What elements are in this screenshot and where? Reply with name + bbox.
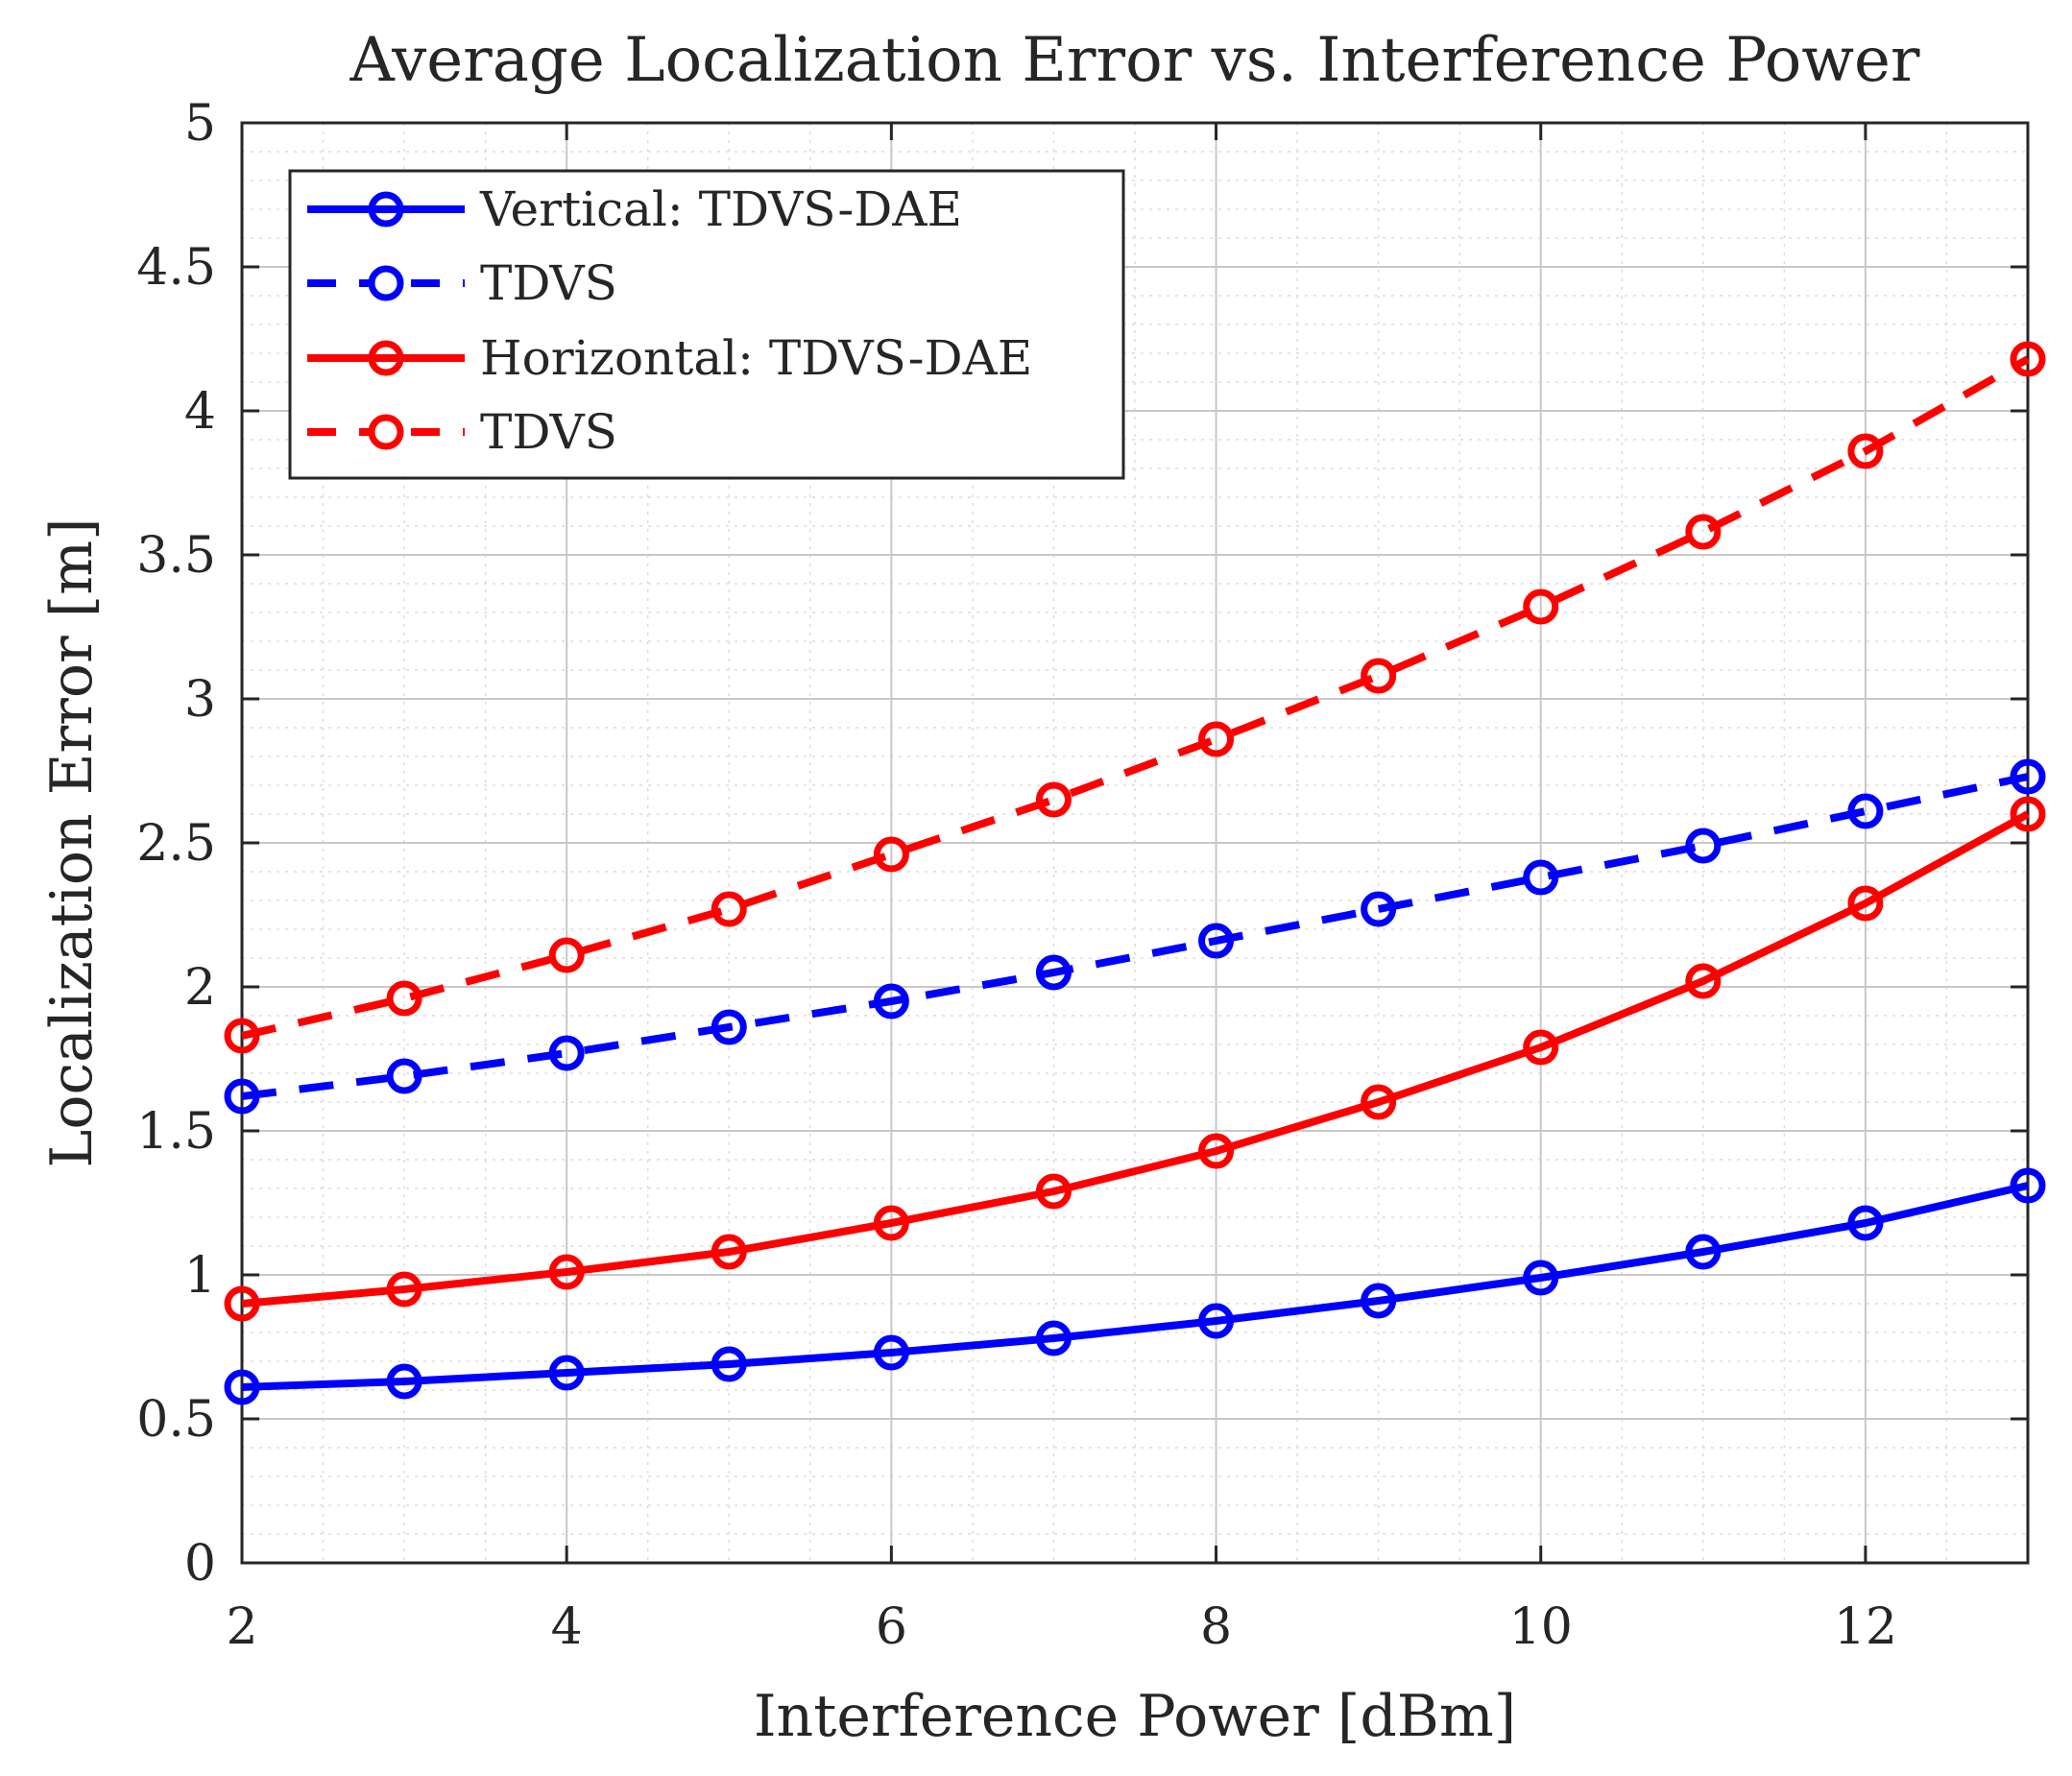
series-line xyxy=(241,1182,2029,1391)
y-tick-label: 2 xyxy=(184,959,216,1017)
y-tick-label: 1 xyxy=(184,1247,216,1305)
data-point xyxy=(1198,721,1235,757)
data-point xyxy=(1198,1133,1235,1169)
series-4 xyxy=(224,341,2046,1054)
legend-label: Vertical: TDVS-DAE xyxy=(479,181,962,237)
data-point xyxy=(1198,923,1235,959)
data-point xyxy=(1198,1303,1235,1339)
y-tick-label: 2.5 xyxy=(136,815,216,873)
data-point xyxy=(224,1285,260,1322)
data-point xyxy=(873,1205,909,1241)
series-line xyxy=(241,355,2030,1040)
data-point xyxy=(1523,1260,1559,1296)
legend-label: TDVS xyxy=(480,404,617,460)
y-tick-label: 5 xyxy=(184,95,216,153)
data-point xyxy=(1035,1173,1072,1210)
data-point xyxy=(873,836,909,873)
x-tick-label: 8 xyxy=(1200,1598,1232,1656)
y-tick-label: 0.5 xyxy=(136,1391,216,1449)
series-2 xyxy=(224,758,2046,1115)
data-point xyxy=(1847,793,1884,829)
chart-title: Average Localization Error vs. Interfere… xyxy=(349,25,1919,96)
data-point xyxy=(2010,341,2046,377)
legend-box xyxy=(288,169,1125,480)
x-axis-ticks: 2 4 6 8 10 12 xyxy=(226,123,1897,1656)
legend-marker xyxy=(368,265,404,301)
y-tick-label: 3.5 xyxy=(136,527,216,585)
y-axis-label: Localization Error [m] xyxy=(38,518,106,1168)
data-point xyxy=(386,980,422,1017)
data-point xyxy=(386,1363,422,1400)
data-point xyxy=(1847,433,1884,469)
data-point xyxy=(1523,1029,1559,1066)
series-3 xyxy=(224,796,2046,1322)
data-point xyxy=(1685,1234,1722,1270)
x-tick-label: 2 xyxy=(226,1598,257,1656)
data-point xyxy=(1361,658,1397,694)
x-axis-label: Interference Power [dBm] xyxy=(754,1683,1516,1750)
series-line xyxy=(241,810,2030,1308)
data-point xyxy=(1035,1320,1072,1356)
data-point xyxy=(1035,781,1072,818)
series-line xyxy=(241,773,2029,1100)
data-point xyxy=(224,1078,260,1115)
data-point xyxy=(1847,885,1884,922)
y-tick-label: 3 xyxy=(184,671,216,729)
data-point xyxy=(1523,588,1559,625)
x-tick-label: 10 xyxy=(1509,1598,1573,1656)
data-point xyxy=(873,983,909,1020)
x-tick-label: 6 xyxy=(876,1598,907,1656)
data-point xyxy=(224,1018,260,1054)
data-point xyxy=(1685,514,1722,550)
legend-label: Horizontal: TDVS-DAE xyxy=(480,330,1032,386)
legend-label: TDVS xyxy=(480,255,617,311)
y-tick-label: 4 xyxy=(184,383,216,441)
data-point xyxy=(711,1234,747,1270)
data-point xyxy=(548,937,585,973)
data-point xyxy=(2010,796,2046,832)
data-point xyxy=(1685,963,1722,999)
legend-entry-4: TDVS xyxy=(307,404,617,460)
legend-entry-2: TDVS xyxy=(307,255,617,311)
legend-marker xyxy=(368,340,404,376)
data-point xyxy=(386,1271,422,1308)
data-point xyxy=(1361,891,1397,927)
data-point xyxy=(1361,1084,1397,1120)
y-tick-label: 0 xyxy=(184,1535,216,1593)
data-point xyxy=(2010,758,2046,795)
data-point xyxy=(548,1035,585,1071)
data-point xyxy=(548,1254,585,1290)
legend-marker xyxy=(368,414,404,450)
data-point xyxy=(1523,859,1559,896)
data-point xyxy=(1847,1205,1884,1241)
data-point xyxy=(873,1334,909,1371)
data-point xyxy=(548,1355,585,1391)
y-tick-label: 4.5 xyxy=(136,239,216,297)
legend-entry-3: Horizontal: TDVS-DAE xyxy=(307,330,1032,386)
data-point xyxy=(1035,954,1072,991)
x-tick-label: 12 xyxy=(1834,1598,1897,1656)
data-point xyxy=(711,1009,747,1045)
data-point xyxy=(1685,828,1722,864)
data-point xyxy=(224,1369,260,1405)
legend-marker xyxy=(368,191,404,228)
series-1 xyxy=(224,1167,2046,1405)
series-layer xyxy=(224,341,2046,1405)
x-tick-label: 4 xyxy=(551,1598,583,1656)
data-point xyxy=(386,1058,422,1094)
legend: Vertical: TDVS-DAE TDVS Horizontal: TDVS-D… xyxy=(288,169,1125,480)
data-point xyxy=(1361,1283,1397,1319)
data-point xyxy=(711,891,747,927)
legend-entry-1: Vertical: TDVS-DAE xyxy=(307,181,962,237)
data-point xyxy=(711,1346,747,1382)
y-tick-label: 1.5 xyxy=(136,1103,216,1161)
data-point xyxy=(2010,1167,2046,1204)
y-axis-ticks: 0 0.5 1 1.5 2 2.5 3 3.5 4 4.5 5 xyxy=(136,95,2028,1593)
